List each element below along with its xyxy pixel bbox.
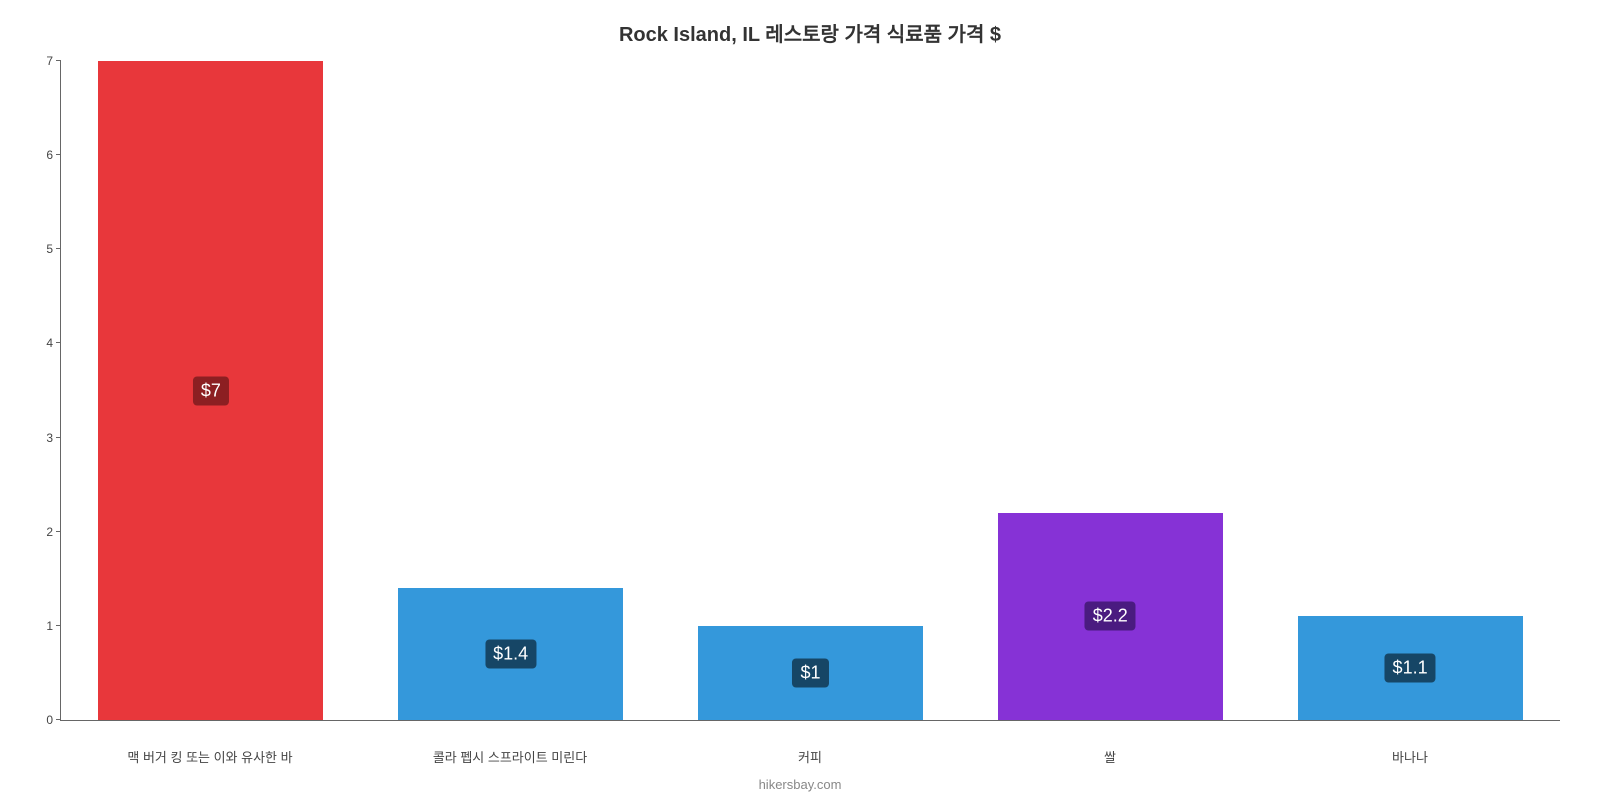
y-tick-label: 5 bbox=[46, 242, 53, 256]
y-tick-label: 1 bbox=[46, 619, 53, 633]
bar-slot: $1.1 bbox=[1260, 61, 1560, 720]
y-tick-mark bbox=[56, 60, 61, 61]
x-axis-labels: 맥 버거 킹 또는 이와 유사한 바콜라 펩시 스프라이트 미린다커피쌀바나나 bbox=[60, 747, 1560, 766]
chart-title: Rock Island, IL 레스토랑 가격 식료품 가격 $ bbox=[60, 18, 1560, 47]
bar-slot: $1 bbox=[661, 61, 961, 720]
bar: $2.2 bbox=[998, 513, 1223, 720]
bar: $1.1 bbox=[1298, 616, 1523, 720]
bar-value-badge: $1.4 bbox=[485, 640, 536, 669]
bar-value-badge: $1.1 bbox=[1385, 654, 1436, 683]
bar-slot: $2.2 bbox=[960, 61, 1260, 720]
bar: $1 bbox=[698, 626, 923, 720]
bar-slot: $7 bbox=[61, 61, 361, 720]
y-tick-mark bbox=[56, 248, 61, 249]
y-tick-mark bbox=[56, 342, 61, 343]
y-tick-label: 6 bbox=[46, 148, 53, 162]
bar-value-badge: $1 bbox=[792, 658, 828, 687]
y-tick-label: 3 bbox=[46, 431, 53, 445]
bar-slot: $1.4 bbox=[361, 61, 661, 720]
chart-container: Rock Island, IL 레스토랑 가격 식료품 가격 $ $7$1.4$… bbox=[0, 0, 1600, 800]
bar-value-badge: $2.2 bbox=[1085, 602, 1136, 631]
y-tick-mark bbox=[56, 531, 61, 532]
y-tick-label: 4 bbox=[46, 336, 53, 350]
bar-value-badge: $7 bbox=[193, 376, 229, 405]
x-tick-label: 바나나 bbox=[1260, 747, 1560, 766]
x-tick-label: 맥 버거 킹 또는 이와 유사한 바 bbox=[60, 747, 360, 766]
x-tick-label: 쌀 bbox=[960, 747, 1260, 766]
plot-area: $7$1.4$1$2.2$1.1 01234567 bbox=[60, 61, 1560, 721]
x-tick-label: 콜라 펩시 스프라이트 미린다 bbox=[360, 747, 660, 766]
bars-row: $7 $1.4 $1 $2.2 $1.1 bbox=[61, 61, 1560, 720]
x-tick-label: 커피 bbox=[660, 747, 960, 766]
bar: $7 bbox=[98, 61, 323, 720]
y-tick-mark bbox=[56, 154, 61, 155]
bar: $1.4 bbox=[398, 588, 623, 720]
y-tick-label: 7 bbox=[46, 54, 53, 68]
y-tick-mark bbox=[56, 625, 61, 626]
y-tick-label: 0 bbox=[46, 713, 53, 727]
y-tick-label: 2 bbox=[46, 525, 53, 539]
y-tick-mark bbox=[56, 437, 61, 438]
y-tick-mark bbox=[56, 719, 61, 720]
source-caption: hikersbay.com bbox=[0, 777, 1600, 792]
